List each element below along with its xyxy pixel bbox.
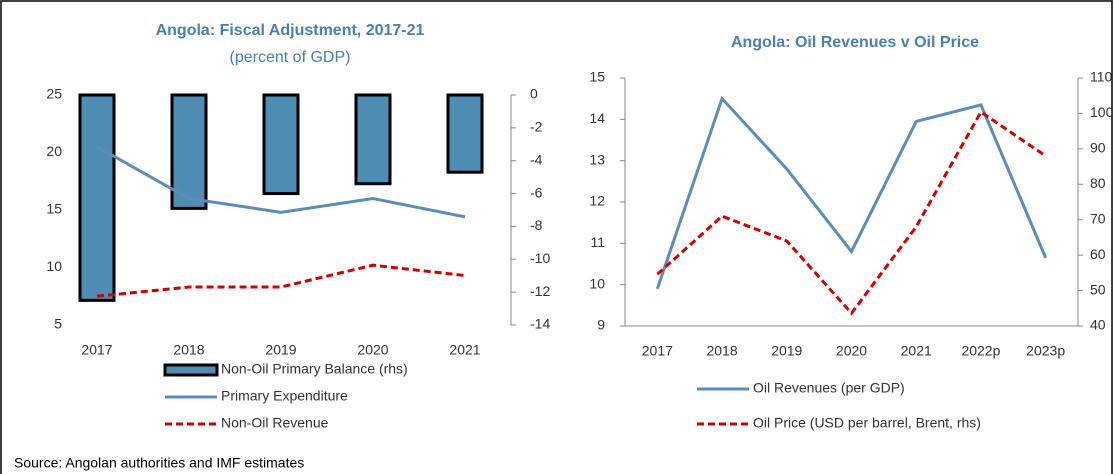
chart-subtitle: (percent of GDP) xyxy=(230,49,351,66)
y2-tick-label: -4 xyxy=(530,151,543,167)
y2-tick-label: 70 xyxy=(1090,210,1106,226)
x-tick-label: 2020 xyxy=(836,343,867,359)
bar xyxy=(354,93,392,186)
y-tick-label: 9 xyxy=(597,317,605,333)
x-tick-label: 2017 xyxy=(81,342,112,358)
y2-tick-label: 0 xyxy=(530,86,538,102)
y-tick-label: 10 xyxy=(46,258,62,274)
legend-swatch xyxy=(163,363,219,377)
x-tick-label: 2018 xyxy=(706,343,737,359)
line-series xyxy=(96,263,466,298)
x-tick-label: 2023p xyxy=(1026,343,1065,359)
x-tick-label: 2020 xyxy=(357,342,388,358)
legend-label: Non-Oil Revenue xyxy=(221,415,329,431)
legend-label: Oil Revenues (per GDP) xyxy=(753,380,905,396)
y2-tick-label: -2 xyxy=(530,119,543,135)
legend-label: Non-Oil Primary Balance (rhs) xyxy=(221,361,408,377)
y-tick-label: 10 xyxy=(589,275,605,291)
x-tick-label: 2019 xyxy=(771,343,802,359)
source-note: Source: Angolan authorities and IMF esti… xyxy=(14,455,304,471)
chart-title: Angola: Oil Revenues v Oil Price xyxy=(731,34,979,51)
y2-tick-label: 100 xyxy=(1090,104,1114,120)
y2-tick-label: 110 xyxy=(1090,69,1113,85)
legend-label: Primary Expenditure xyxy=(221,388,348,404)
y2-tick-label: 60 xyxy=(1090,246,1106,262)
x-tick-label: 2021 xyxy=(449,342,480,358)
x-tick-label: 2018 xyxy=(173,342,204,358)
x-tick-label: 2022p xyxy=(961,343,1000,359)
y-tick-label: 20 xyxy=(46,143,62,159)
x-tick-label: 2017 xyxy=(642,343,673,359)
y-tick-label: 15 xyxy=(589,69,605,85)
y-tick-label: 15 xyxy=(46,201,62,217)
y2-tick-label: 80 xyxy=(1090,175,1106,191)
bar xyxy=(262,93,300,196)
x-tick-label: 2019 xyxy=(265,342,296,358)
y2-tick-label: -10 xyxy=(530,250,550,266)
y-tick-label: 25 xyxy=(46,86,62,102)
line-series xyxy=(96,145,466,219)
y2-tick-label: 50 xyxy=(1090,281,1106,297)
y-tick-label: 11 xyxy=(590,234,605,250)
y-tick-label: 5 xyxy=(54,316,62,332)
y2-tick-label: -8 xyxy=(530,217,543,233)
y-tick-label: 12 xyxy=(589,193,605,209)
y2-tick-label: 90 xyxy=(1090,140,1106,156)
y-tick-label: 14 xyxy=(589,110,605,126)
line-series xyxy=(656,109,1047,316)
y2-tick-label: -14 xyxy=(530,316,550,332)
bar xyxy=(446,93,484,174)
x-tick-label: 2021 xyxy=(901,343,932,359)
y2-tick-label: -12 xyxy=(530,283,550,299)
bar xyxy=(170,93,208,210)
line-series xyxy=(655,95,1048,290)
chart-title: Angola: Fiscal Adjustment, 2017-21 xyxy=(156,22,425,39)
y2-tick-label: 40 xyxy=(1090,317,1106,333)
y-tick-label: 13 xyxy=(589,151,605,167)
y2-tick-label: -6 xyxy=(530,184,543,200)
legend-label: Oil Price (USD per barrel, Brent, rhs) xyxy=(753,415,981,431)
bar xyxy=(78,93,116,302)
